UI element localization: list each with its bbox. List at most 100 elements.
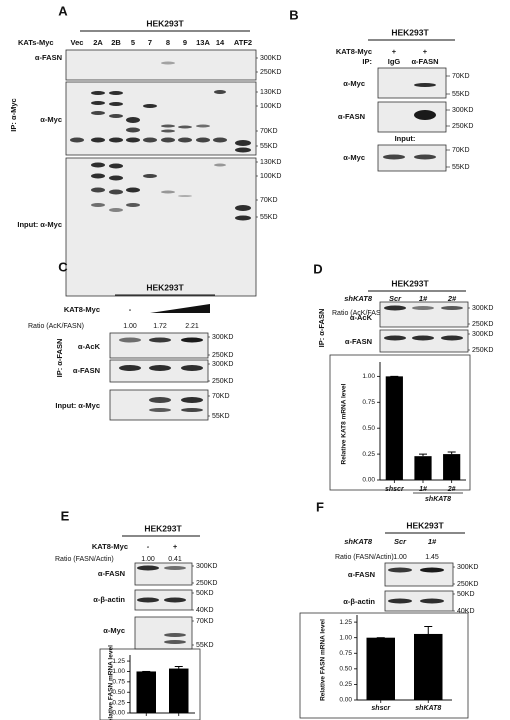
band xyxy=(178,137,192,143)
marker: 55KD xyxy=(260,143,278,150)
y-tick-label: 1.00 xyxy=(112,668,125,675)
ip-row: α-FASN xyxy=(411,57,438,66)
blot-label: α-FASN xyxy=(348,570,375,579)
x-tick-label: shscr xyxy=(385,486,405,493)
error-bar xyxy=(424,625,433,634)
band xyxy=(420,567,444,573)
band xyxy=(414,83,436,87)
blot xyxy=(379,329,469,353)
band xyxy=(149,365,171,371)
error-bar xyxy=(419,453,427,457)
bar xyxy=(366,637,395,700)
blot xyxy=(109,359,209,383)
band xyxy=(196,137,210,143)
ratio: 1.72 xyxy=(153,323,167,330)
band xyxy=(109,208,123,212)
y-tick-label: 0.50 xyxy=(339,666,352,673)
band xyxy=(384,335,406,341)
lane-label: 5 xyxy=(131,38,135,47)
y-axis-label: Relative KAT8 mRNA level xyxy=(341,383,348,464)
lane-label: 2A xyxy=(93,38,103,47)
marker: 250KD xyxy=(212,378,233,385)
lane-label: Vec xyxy=(71,38,84,47)
ratio-label: Ratio (AcK/FASN) xyxy=(332,310,388,317)
lane-label: - xyxy=(147,542,150,551)
ratio: 2.21 xyxy=(185,323,199,330)
lane-label: Scr xyxy=(394,537,407,546)
band xyxy=(161,137,175,143)
chart-frame xyxy=(329,354,471,491)
marker: 250KD xyxy=(452,123,473,130)
lane-label: 1# xyxy=(428,537,437,546)
y-tick-label: 0.00 xyxy=(112,710,125,717)
lane-label: + xyxy=(423,47,428,56)
band xyxy=(143,174,157,178)
lane-label: - xyxy=(129,305,132,314)
band xyxy=(161,190,175,194)
panel-letter: A xyxy=(58,3,68,18)
blot-label: α-β-actin xyxy=(343,597,375,606)
band xyxy=(143,137,157,143)
blot xyxy=(134,589,193,611)
ratio: 1.00 xyxy=(141,556,155,563)
marker: 70KD xyxy=(452,73,470,80)
band xyxy=(126,127,140,133)
blot-label: α-Myc xyxy=(103,626,125,635)
chart-frame xyxy=(299,612,469,719)
marker: 250KD xyxy=(472,321,493,328)
lane-label: 7 xyxy=(148,38,152,47)
marker: 70KD xyxy=(452,147,470,154)
band xyxy=(412,335,434,341)
condition: shKAT8 xyxy=(344,294,373,303)
lane-label: 14 xyxy=(216,38,225,47)
marker: 250KD xyxy=(457,581,478,588)
band xyxy=(384,305,406,311)
blot-label: Input: α-Myc xyxy=(17,220,62,229)
y-tick-label: 0.75 xyxy=(362,399,375,406)
marker: 70KD xyxy=(196,618,214,625)
condition: KAT8-Myc xyxy=(92,542,128,551)
marker: 250KD xyxy=(260,69,281,76)
band xyxy=(91,91,105,95)
marker: 130KD xyxy=(260,89,281,96)
marker: 55KD xyxy=(452,91,470,98)
marker: 55KD xyxy=(212,413,230,420)
band xyxy=(441,335,463,341)
error-bar xyxy=(174,665,183,669)
ip-row: IgG xyxy=(388,57,401,66)
band xyxy=(149,408,171,412)
condition: KAT8-Myc xyxy=(64,305,100,314)
band xyxy=(196,124,210,128)
band xyxy=(119,365,141,371)
gradient-wedge xyxy=(150,304,210,313)
band xyxy=(91,162,105,168)
band xyxy=(149,397,171,403)
band xyxy=(91,101,105,105)
blot-label: α-Myc xyxy=(343,153,365,162)
y-tick-label: 1.00 xyxy=(339,634,352,641)
band xyxy=(70,137,84,143)
ratio: 0.41 xyxy=(168,556,182,563)
chart-frame xyxy=(99,648,201,720)
bar xyxy=(443,454,461,480)
y-tick-label: 0.25 xyxy=(362,451,375,458)
blot-label: α-Myc xyxy=(40,115,62,124)
blot-label: α-FASN xyxy=(73,366,100,375)
band xyxy=(126,137,140,143)
y-tick-label: 0.25 xyxy=(112,699,125,706)
panel-letter: E xyxy=(61,508,70,523)
band xyxy=(235,140,251,146)
condition: shKAT8 xyxy=(344,537,373,546)
lane-label: ATF2 xyxy=(234,38,252,47)
cell-line: HEK293T xyxy=(391,27,429,37)
blot xyxy=(65,49,257,81)
band xyxy=(91,187,105,193)
band xyxy=(414,154,436,160)
y-tick-label: 0.50 xyxy=(362,425,375,432)
band xyxy=(119,337,141,343)
lane-label: + xyxy=(392,47,397,56)
y-tick-label: 1.00 xyxy=(362,373,375,380)
blot xyxy=(384,562,454,587)
band xyxy=(109,91,123,95)
